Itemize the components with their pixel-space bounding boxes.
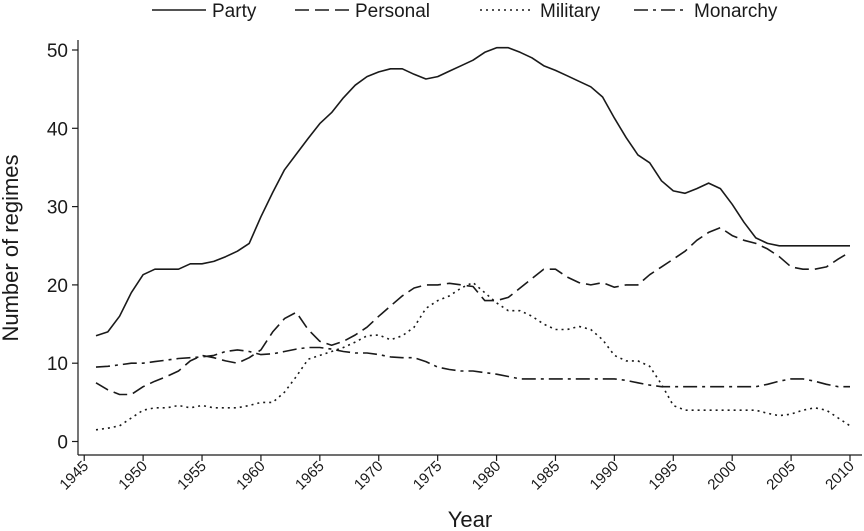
series-line-personal <box>95 226 851 396</box>
legend: Party Personal Military Monarchy <box>152 1 778 22</box>
legend-label-military: Military <box>540 1 601 22</box>
x-tick-label: 1995 <box>645 458 681 494</box>
y-tick-label: 30 <box>47 198 68 219</box>
x-tick-label: 1980 <box>469 458 505 494</box>
y-tick-label: 0 <box>57 433 68 454</box>
x-tick-label: 2010 <box>822 458 858 494</box>
x-tick-label: 1955 <box>174 458 210 494</box>
x-tick-label: 1950 <box>115 458 151 494</box>
y-tick-label: 50 <box>47 41 68 62</box>
x-tick-label: 1970 <box>351 458 387 494</box>
x-tick-label: 1975 <box>410 458 446 494</box>
x-axis-ticks: 1945 1950 1955 1960 1965 1970 1975 1980 1985 1990… <box>56 455 858 494</box>
series-line-monarchy <box>95 346 850 388</box>
x-tick-label: 2005 <box>763 458 799 494</box>
y-tick-label: 20 <box>47 276 68 297</box>
x-tick-label: 1985 <box>528 458 564 494</box>
x-tick-label: 2000 <box>704 458 740 494</box>
y-axis-title: Number of regimes <box>0 154 23 341</box>
series-group <box>95 46 851 431</box>
x-tick-label: 1990 <box>587 458 623 494</box>
x-tick-label: 1965 <box>292 458 328 494</box>
x-tick-label: 1945 <box>56 458 92 494</box>
y-tick-label: 10 <box>47 354 68 375</box>
y-axis-ticks: 0 10 20 30 40 50 <box>47 41 78 454</box>
legend-label-personal: Personal <box>355 1 430 22</box>
x-axis-title: Year <box>448 507 492 531</box>
plot-area: 0 10 20 30 40 50 1945 1950 1955 1960 1965 1970 1975… <box>47 40 862 493</box>
series-line-party <box>95 46 850 337</box>
legend-label-party: Party <box>212 1 257 22</box>
x-tick-label: 1960 <box>233 458 269 494</box>
legend-label-monarchy: Monarchy <box>694 1 778 22</box>
y-tick-label: 40 <box>47 119 68 140</box>
